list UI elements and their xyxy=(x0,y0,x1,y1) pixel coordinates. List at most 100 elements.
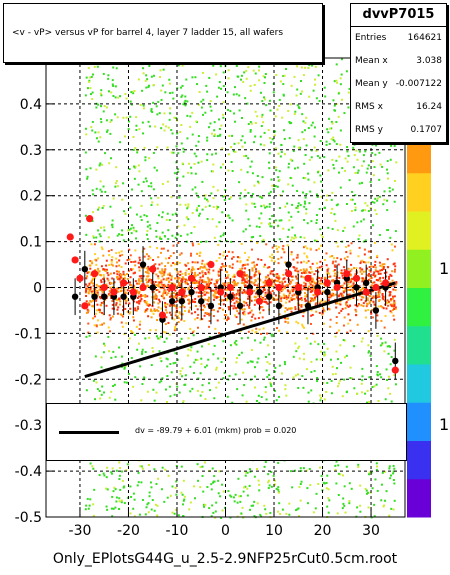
profile-point-red xyxy=(90,270,99,278)
density-cell xyxy=(123,287,126,290)
density-cell xyxy=(100,288,103,291)
density-cell xyxy=(309,288,312,291)
density-cell xyxy=(238,294,241,297)
profile-point-black xyxy=(71,293,79,300)
density-cell xyxy=(110,249,113,252)
density-cell xyxy=(233,281,236,284)
density-cell xyxy=(294,269,297,272)
density-cell xyxy=(264,298,267,301)
density-cell xyxy=(116,185,119,188)
density-cell xyxy=(262,238,265,241)
density-cell xyxy=(306,256,309,259)
stats-row-mean-y: Mean y -0.007122 xyxy=(351,73,446,96)
density-cell xyxy=(94,398,97,401)
stats-row-entries: Entries 164621 xyxy=(351,27,446,50)
density-cell xyxy=(288,502,291,505)
density-cell xyxy=(276,272,279,275)
density-cell xyxy=(304,295,307,298)
density-cell xyxy=(302,191,305,194)
density-cell xyxy=(235,294,238,297)
density-cell xyxy=(105,106,108,109)
density-cell xyxy=(160,279,163,282)
density-cell xyxy=(335,316,338,319)
density-cell xyxy=(388,285,391,288)
density-cell xyxy=(257,270,260,273)
density-cell xyxy=(128,168,131,171)
density-cell xyxy=(309,342,312,345)
density-cell xyxy=(253,273,256,276)
density-cell xyxy=(156,504,159,507)
density-cell xyxy=(95,263,98,266)
density-cell xyxy=(372,265,375,268)
density-cell xyxy=(233,305,236,308)
density-cell xyxy=(249,240,252,243)
density-cell xyxy=(253,289,256,292)
density-cell xyxy=(342,290,345,293)
density-cell xyxy=(362,218,365,221)
density-cell xyxy=(236,260,239,263)
density-cell xyxy=(300,305,303,308)
density-cell xyxy=(110,288,113,291)
density-cell xyxy=(222,101,225,104)
density-cell xyxy=(111,467,114,470)
density-cell xyxy=(374,266,377,269)
density-cell xyxy=(236,501,239,504)
density-cell xyxy=(223,265,226,268)
density-cell xyxy=(217,270,220,273)
density-cell xyxy=(339,292,342,295)
density-cell xyxy=(320,244,323,247)
density-cell xyxy=(289,281,292,284)
density-cell xyxy=(368,400,371,403)
density-cell xyxy=(266,375,269,378)
density-cell xyxy=(264,461,267,464)
density-cell xyxy=(159,357,162,360)
density-cell xyxy=(161,231,164,234)
density-cell xyxy=(297,210,300,213)
density-cell xyxy=(167,283,170,286)
density-cell xyxy=(321,313,324,316)
density-cell xyxy=(302,120,305,123)
density-cell xyxy=(315,249,318,252)
density-cell xyxy=(386,266,389,269)
density-cell xyxy=(102,72,105,75)
density-cell xyxy=(105,476,108,479)
density-cell xyxy=(140,204,143,207)
density-cell xyxy=(368,473,371,476)
density-cell xyxy=(300,469,303,472)
density-cell xyxy=(347,244,350,247)
density-cell xyxy=(216,310,219,313)
density-cell xyxy=(221,308,224,311)
density-cell xyxy=(109,282,112,285)
density-cell xyxy=(263,288,266,291)
density-cell xyxy=(87,292,90,295)
density-cell xyxy=(337,115,340,118)
density-cell xyxy=(323,342,326,345)
density-cell xyxy=(297,373,300,376)
density-cell xyxy=(194,186,197,189)
density-cell xyxy=(341,395,344,398)
density-cell xyxy=(91,129,94,132)
density-cell xyxy=(123,210,126,213)
density-cell xyxy=(322,381,325,384)
footer-filename: Only_EPlotsG44G_u_2.5-2.9NFP25rCut0.5cm.… xyxy=(52,551,398,567)
density-cell xyxy=(114,185,117,188)
density-cell xyxy=(313,370,316,373)
density-cell xyxy=(338,171,341,174)
density-cell xyxy=(132,492,135,495)
density-cell xyxy=(330,120,333,123)
stats-box: dvvP7015 Entries 164621 Mean x 3.038 Mea… xyxy=(350,3,447,143)
density-cell xyxy=(335,460,338,463)
density-cell xyxy=(338,155,341,158)
density-cell xyxy=(107,279,110,282)
density-cell xyxy=(218,134,221,137)
density-cell xyxy=(281,283,284,286)
density-cell xyxy=(141,498,144,501)
density-cell xyxy=(278,238,281,241)
density-cell xyxy=(342,497,345,500)
y-tick-label: 0 xyxy=(33,281,42,297)
density-cell xyxy=(248,508,251,511)
density-cell xyxy=(347,106,350,109)
density-cell xyxy=(95,187,98,190)
density-cell xyxy=(239,261,242,264)
density-cell xyxy=(255,330,258,333)
